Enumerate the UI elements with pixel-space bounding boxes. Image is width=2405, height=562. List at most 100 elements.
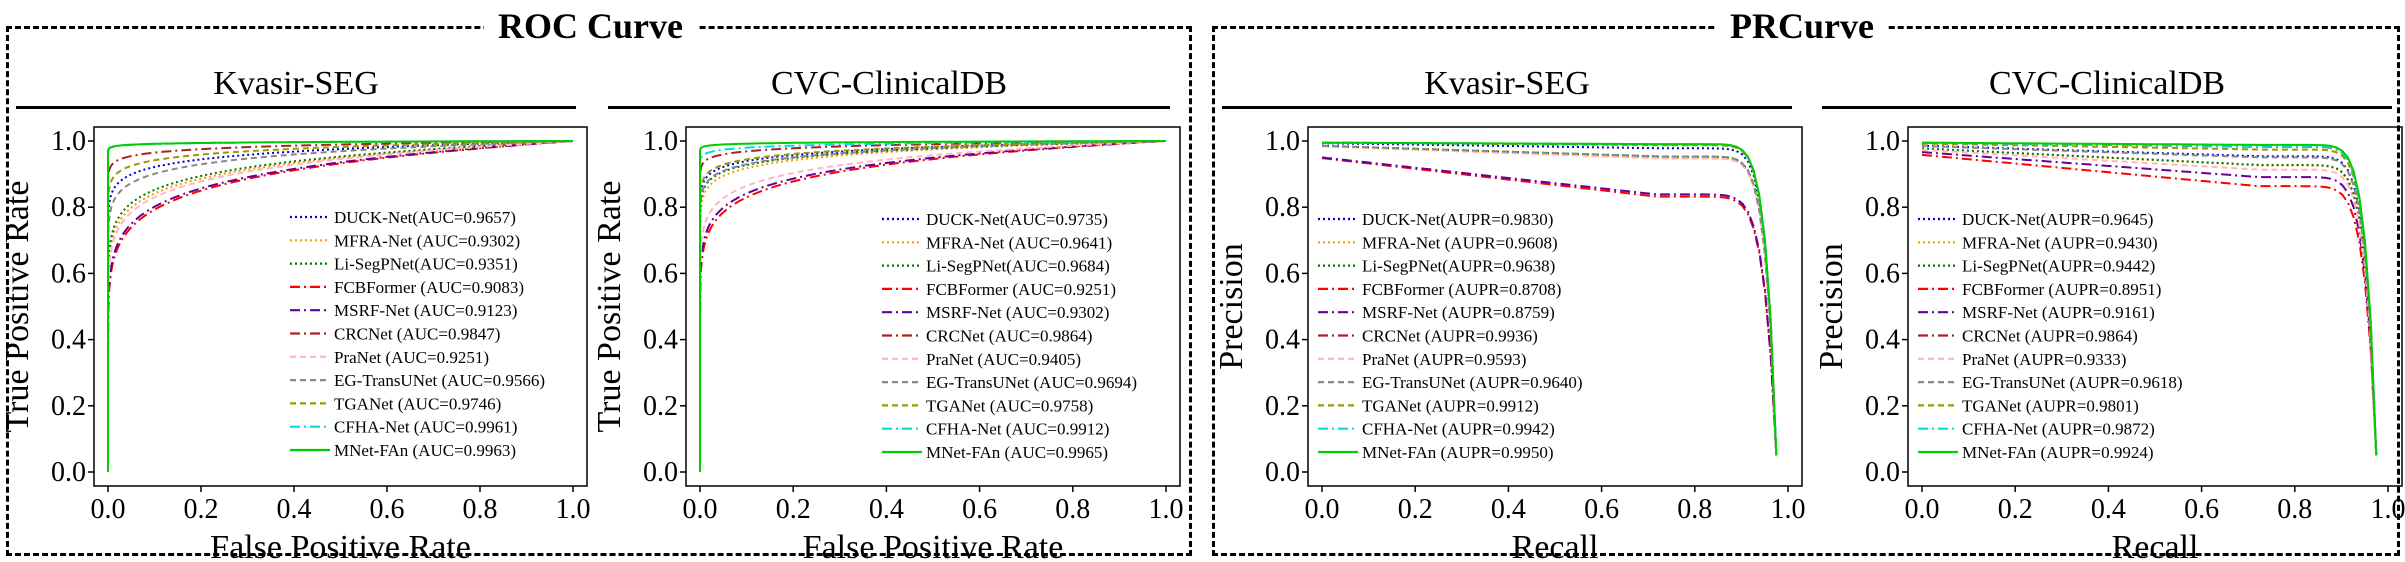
legend-entry: MSRF-Net (AUPR=0.9161) xyxy=(1962,303,2155,322)
legend-entry: Li-SegPNet(AUPR=0.9638) xyxy=(1362,257,1555,276)
legend-entry: TGANet (AUPR=0.9801) xyxy=(1962,396,2139,415)
series-line xyxy=(1321,156,1778,456)
y-tick-label: 0.6 xyxy=(51,258,86,289)
legend-entry: DUCK-Net(AUC=0.9735) xyxy=(926,210,1108,229)
legend-entry: FCBFormer (AUPR=0.8951) xyxy=(1962,280,2161,299)
legend-entry: Li-SegPNet(AUC=0.9351) xyxy=(334,255,518,274)
legend-entry: FCBFormer (AUC=0.9251) xyxy=(926,280,1116,299)
x-tick-label: 0.2 xyxy=(184,494,219,525)
legend-entry: TGANet (AUC=0.9758) xyxy=(926,396,1093,415)
legend-entry: CFHA-Net (AUC=0.9912) xyxy=(926,420,1109,439)
series-line xyxy=(699,140,1167,472)
series-line xyxy=(107,140,574,472)
legend-entry: FCBFormer (AUC=0.9083) xyxy=(334,278,524,297)
x-tick-label: 0.6 xyxy=(1584,494,1619,525)
x-tick-label: 0.0 xyxy=(683,494,718,525)
y-tick-label: 0.8 xyxy=(51,192,86,223)
panel-2-title: CVC-ClinicalDB xyxy=(770,65,1008,102)
y-tick-label: 0.6 xyxy=(1265,258,1300,289)
x-tick-label: 0.4 xyxy=(277,494,312,525)
roc-group-title: ROC Curve xyxy=(484,6,697,46)
y-tick-label: 0.4 xyxy=(1265,325,1300,356)
y-tick-label: 0.2 xyxy=(51,391,86,422)
panel-4-title: CVC-ClinicalDB xyxy=(1988,65,2226,102)
x-tick-label: 0.8 xyxy=(2277,494,2312,525)
y-axis-label: True Positive Rate xyxy=(0,181,36,433)
legend-entry: MNet-FAn (AUC=0.9965) xyxy=(926,443,1108,462)
y-axis-label: Precision xyxy=(1213,243,1250,370)
legend-entry: CFHA-Net (AUC=0.9961) xyxy=(334,418,517,437)
legend-entry: Li-SegPNet(AUC=0.9684) xyxy=(926,257,1110,276)
y-tick-label: 0.2 xyxy=(643,391,678,422)
pr-group-title: PRCurve xyxy=(1716,6,1888,46)
y-tick-label: 0.8 xyxy=(643,192,678,223)
panel-3-title: Kvasir-SEG xyxy=(1424,65,1590,102)
legend-entry: DUCK-Net(AUC=0.9657) xyxy=(334,208,516,227)
y-tick-label: 0.4 xyxy=(643,325,678,356)
panel-2-rule xyxy=(608,106,1170,109)
y-tick-label: 1.0 xyxy=(643,126,678,157)
legend-entry: PraNet (AUC=0.9251) xyxy=(334,348,489,367)
y-tick-label: 0.2 xyxy=(1265,391,1300,422)
series-line xyxy=(1921,142,2378,456)
legend-entry: FCBFormer (AUPR=0.8708) xyxy=(1362,280,1561,299)
series-line xyxy=(1921,148,2378,456)
y-tick-label: 1.0 xyxy=(51,126,86,157)
series-line xyxy=(107,140,574,472)
series-line xyxy=(699,140,1167,472)
x-tick-label: 0.0 xyxy=(1905,494,1940,525)
legend-entry: CRCNet (AUC=0.9864) xyxy=(926,327,1092,346)
series-line xyxy=(107,140,573,472)
series-line xyxy=(1921,151,2378,456)
x-tick-label: 0.4 xyxy=(869,494,904,525)
legend-entry: CFHA-Net (AUPR=0.9942) xyxy=(1362,420,1555,439)
panel-1-rule xyxy=(16,106,576,109)
series-line xyxy=(1322,142,1778,456)
legend-entry: MNet-FAn (AUPR=0.9924) xyxy=(1962,443,2154,462)
legend-entry: Li-SegPNet(AUPR=0.9442) xyxy=(1962,257,2155,276)
panel-1-title: Kvasir-SEG xyxy=(213,65,379,102)
series-line xyxy=(107,140,574,472)
legend-entry: MSRF-Net (AUC=0.9302) xyxy=(926,303,1109,322)
legend-entry: CRCNet (AUPR=0.9864) xyxy=(1962,327,2138,346)
series-line xyxy=(1321,157,1778,456)
series-line xyxy=(107,140,574,472)
y-tick-label: 0.0 xyxy=(1865,457,1900,488)
x-tick-label: 1.0 xyxy=(556,494,591,525)
legend-entry: PraNet (AUPR=0.9593) xyxy=(1362,350,1526,369)
x-tick-label: 0.2 xyxy=(1998,494,2033,525)
legend-entry: PraNet (AUC=0.9405) xyxy=(926,350,1081,369)
legend-entry: DUCK-Net(AUPR=0.9645) xyxy=(1962,210,2153,229)
legend-entry: EG-TransUNet (AUPR=0.9618) xyxy=(1962,373,2183,392)
series-line xyxy=(107,140,574,472)
series-line xyxy=(1322,141,1778,456)
series-line xyxy=(699,140,1167,472)
series-line xyxy=(107,140,574,472)
x-tick-label: 1.0 xyxy=(1149,494,1184,525)
y-tick-label: 0.4 xyxy=(51,325,86,356)
y-tick-label: 0.6 xyxy=(643,258,678,289)
y-tick-label: 1.0 xyxy=(1865,126,1900,157)
legend-entry: MFRA-Net (AUC=0.9302) xyxy=(334,231,520,250)
panel-4-rule xyxy=(1822,106,2392,109)
legend-entry: MFRA-Net (AUC=0.9641) xyxy=(926,233,1112,252)
legend-entry: MSRF-Net (AUPR=0.8759) xyxy=(1362,303,1555,322)
y-tick-label: 1.0 xyxy=(1265,126,1300,157)
series-line xyxy=(699,140,1167,472)
x-tick-label: 1.0 xyxy=(1771,494,1806,525)
legend-entry: CFHA-Net (AUPR=0.9872) xyxy=(1962,420,2155,439)
y-tick-label: 0.4 xyxy=(1865,325,1900,356)
y-tick-label: 0.0 xyxy=(1265,457,1300,488)
x-tick-label: 0.6 xyxy=(370,494,405,525)
legend-entry: PraNet (AUPR=0.9333) xyxy=(1962,350,2126,369)
y-tick-label: 0.2 xyxy=(1865,391,1900,422)
x-tick-label: 1.0 xyxy=(2371,494,2405,525)
x-tick-label: 0.0 xyxy=(91,494,126,525)
series-line xyxy=(699,140,1167,472)
series-line xyxy=(699,140,1167,472)
x-tick-label: 0.8 xyxy=(463,494,498,525)
